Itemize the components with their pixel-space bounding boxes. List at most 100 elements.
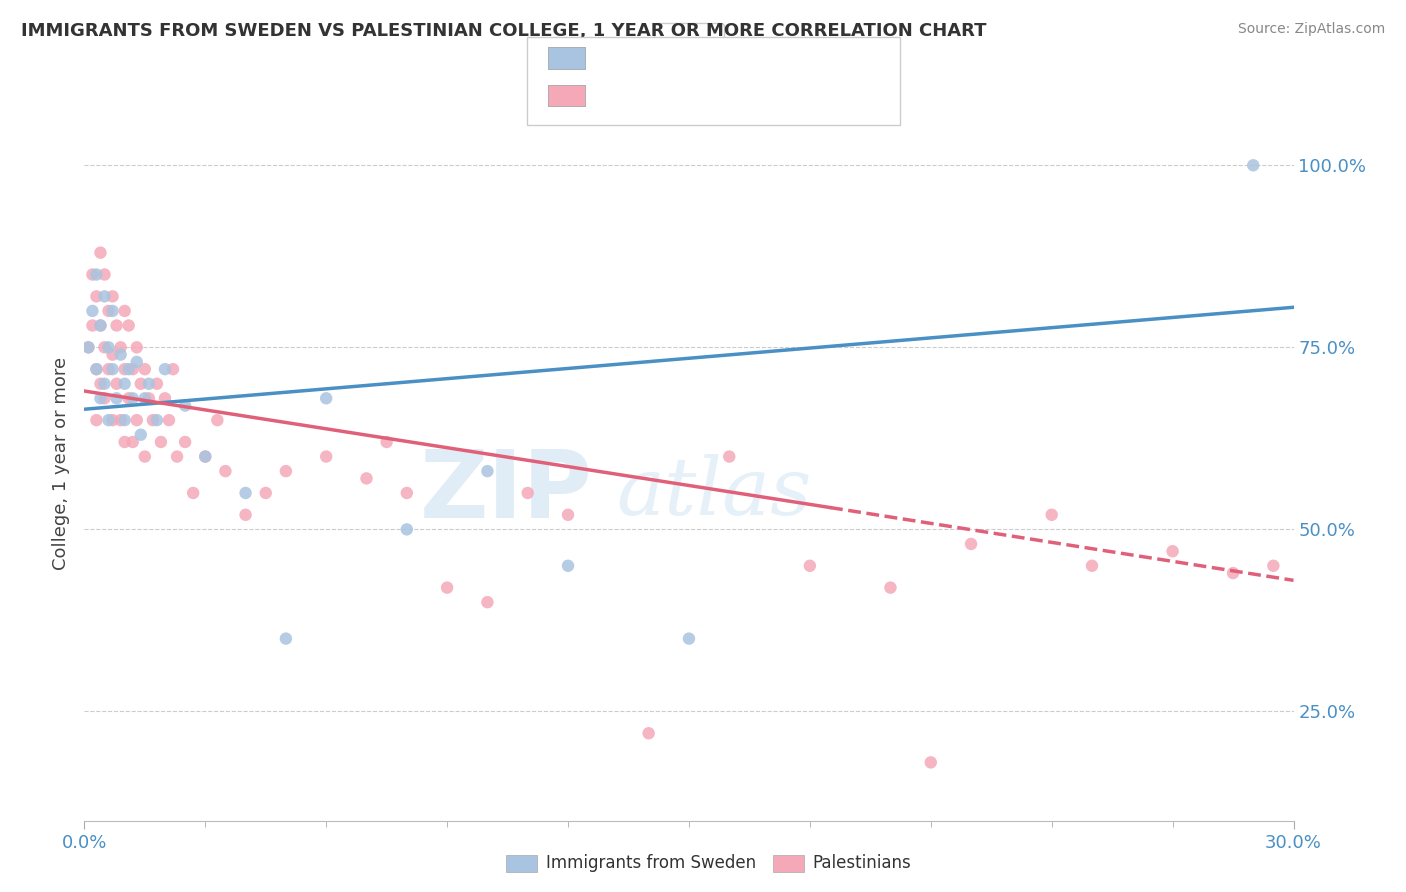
Point bbox=[86, 362, 108, 376]
Point bbox=[101, 289, 124, 303]
Point bbox=[375, 435, 398, 450]
Text: ZIP: ZIP bbox=[419, 446, 592, 539]
Point bbox=[557, 508, 579, 522]
Point bbox=[153, 362, 176, 376]
Text: atlas: atlas bbox=[616, 454, 811, 531]
Point bbox=[181, 486, 204, 500]
Point bbox=[1241, 158, 1264, 172]
Text: Immigrants from Sweden: Immigrants from Sweden bbox=[546, 855, 755, 872]
Point bbox=[121, 435, 143, 450]
Point bbox=[114, 413, 136, 427]
Point bbox=[516, 486, 538, 500]
Point bbox=[134, 392, 156, 406]
Point bbox=[105, 318, 128, 333]
Point bbox=[134, 450, 156, 464]
Point bbox=[121, 362, 143, 376]
Point bbox=[235, 508, 257, 522]
Point bbox=[146, 376, 169, 391]
Point bbox=[114, 362, 136, 376]
Text: R = -0.187    N = 68: R = -0.187 N = 68 bbox=[595, 87, 813, 104]
Point bbox=[114, 435, 136, 450]
Point bbox=[166, 450, 188, 464]
Point bbox=[101, 304, 124, 318]
Point bbox=[678, 632, 700, 646]
Point bbox=[86, 268, 108, 282]
Point bbox=[86, 289, 108, 303]
Point bbox=[77, 340, 100, 354]
Point bbox=[146, 413, 169, 427]
Point bbox=[118, 362, 141, 376]
Point bbox=[356, 471, 378, 485]
Point bbox=[121, 392, 143, 406]
Point bbox=[89, 318, 111, 333]
Point bbox=[718, 450, 741, 464]
Point bbox=[97, 304, 120, 318]
Point bbox=[77, 340, 100, 354]
Point bbox=[89, 392, 111, 406]
Point bbox=[960, 537, 983, 551]
Point bbox=[214, 464, 236, 478]
Point bbox=[110, 348, 132, 362]
Point bbox=[125, 413, 148, 427]
Point bbox=[93, 268, 115, 282]
Point bbox=[125, 355, 148, 369]
Point bbox=[920, 756, 942, 770]
Point bbox=[436, 581, 458, 595]
Point bbox=[86, 362, 108, 376]
Point bbox=[274, 632, 297, 646]
Point bbox=[138, 392, 160, 406]
Point bbox=[194, 450, 217, 464]
Point bbox=[125, 340, 148, 354]
Point bbox=[101, 348, 124, 362]
Point bbox=[194, 450, 217, 464]
Point bbox=[129, 427, 152, 442]
Point bbox=[142, 413, 165, 427]
Point bbox=[315, 392, 337, 406]
Point bbox=[153, 392, 176, 406]
Point bbox=[138, 376, 160, 391]
Text: IMMIGRANTS FROM SWEDEN VS PALESTINIAN COLLEGE, 1 YEAR OR MORE CORRELATION CHART: IMMIGRANTS FROM SWEDEN VS PALESTINIAN CO… bbox=[21, 22, 987, 40]
Point bbox=[557, 558, 579, 573]
Point bbox=[93, 289, 115, 303]
Point bbox=[89, 245, 111, 260]
Point bbox=[477, 595, 499, 609]
Point bbox=[89, 376, 111, 391]
Point bbox=[118, 392, 141, 406]
Point bbox=[129, 376, 152, 391]
Y-axis label: College, 1 year or more: College, 1 year or more bbox=[52, 358, 70, 570]
Point bbox=[1263, 558, 1285, 573]
Point bbox=[254, 486, 277, 500]
Point bbox=[114, 304, 136, 318]
Point bbox=[162, 362, 184, 376]
Point bbox=[157, 413, 180, 427]
Point bbox=[101, 362, 124, 376]
Point bbox=[395, 486, 418, 500]
Point bbox=[105, 376, 128, 391]
Point bbox=[93, 392, 115, 406]
Point bbox=[110, 413, 132, 427]
Point bbox=[799, 558, 821, 573]
Point bbox=[174, 399, 197, 413]
Point bbox=[110, 340, 132, 354]
Point bbox=[82, 318, 104, 333]
Text: Source: ZipAtlas.com: Source: ZipAtlas.com bbox=[1237, 22, 1385, 37]
Point bbox=[97, 413, 120, 427]
Text: Palestinians: Palestinians bbox=[813, 855, 911, 872]
Point bbox=[82, 268, 104, 282]
Point bbox=[477, 464, 499, 478]
Point bbox=[114, 376, 136, 391]
Point bbox=[101, 413, 124, 427]
Point bbox=[89, 318, 111, 333]
Text: R =  0.139    N = 34: R = 0.139 N = 34 bbox=[595, 49, 813, 67]
Point bbox=[235, 486, 257, 500]
Point bbox=[105, 392, 128, 406]
Point bbox=[274, 464, 297, 478]
Point bbox=[97, 340, 120, 354]
Point bbox=[149, 435, 172, 450]
Point bbox=[315, 450, 337, 464]
Point bbox=[82, 304, 104, 318]
Point bbox=[207, 413, 229, 427]
Legend: , : , bbox=[654, 23, 724, 102]
Point bbox=[637, 726, 659, 740]
Point bbox=[134, 362, 156, 376]
